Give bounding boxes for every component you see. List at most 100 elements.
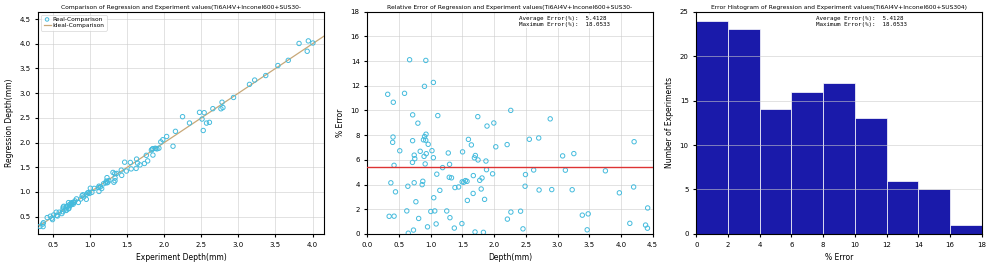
- Point: [470, 158, 486, 162]
- Real-Comparison: [45, 218, 60, 222]
- Real-Comparison: [280, 58, 296, 62]
- Point: [499, 143, 515, 147]
- Real-Comparison: [55, 210, 70, 214]
- Text: Average Error(%):  5.4128
Maximum Error(%):  18.0533: Average Error(%): 5.4128 Maximum Error(%…: [518, 16, 609, 27]
- Point: [415, 138, 431, 142]
- Point: [625, 185, 641, 189]
- Real-Comparison: [60, 201, 76, 205]
- Real-Comparison: [123, 167, 139, 171]
- Real-Comparison: [80, 191, 96, 195]
- Real-Comparison: [54, 211, 69, 216]
- Bar: [697, 21, 728, 234]
- Real-Comparison: [55, 204, 71, 209]
- Bar: [760, 109, 792, 234]
- Real-Comparison: [191, 110, 207, 115]
- Real-Comparison: [55, 207, 71, 211]
- Point: [581, 212, 597, 216]
- Point: [626, 140, 642, 144]
- Point: [425, 156, 441, 160]
- Real-Comparison: [226, 95, 242, 100]
- Point: [415, 179, 431, 183]
- Point: [598, 169, 613, 173]
- Point: [418, 132, 434, 136]
- Point: [404, 139, 420, 143]
- Point: [440, 151, 456, 155]
- Real-Comparison: [57, 206, 73, 210]
- Point: [430, 113, 446, 118]
- Real-Comparison: [174, 115, 190, 119]
- Point: [442, 162, 458, 166]
- X-axis label: Experiment Depth(mm): Experiment Depth(mm): [136, 253, 226, 262]
- Real-Comparison: [299, 49, 315, 53]
- Point: [398, 209, 414, 213]
- Real-Comparison: [80, 191, 96, 195]
- Bar: [728, 29, 760, 234]
- Real-Comparison: [100, 180, 116, 184]
- Bar: [919, 190, 950, 234]
- Real-Comparison: [40, 215, 55, 220]
- Point: [566, 151, 582, 156]
- Real-Comparison: [106, 180, 122, 184]
- Point: [476, 230, 492, 234]
- Point: [477, 197, 493, 202]
- Real-Comparison: [242, 82, 258, 87]
- Point: [517, 184, 533, 189]
- Real-Comparison: [145, 153, 161, 157]
- Point: [456, 180, 472, 184]
- Point: [622, 221, 638, 225]
- Real-Comparison: [140, 159, 156, 163]
- Real-Comparison: [101, 179, 117, 183]
- Point: [427, 209, 443, 213]
- Real-Comparison: [137, 161, 153, 166]
- Real-Comparison: [84, 190, 100, 194]
- Point: [503, 210, 519, 214]
- Real-Comparison: [43, 214, 58, 218]
- Point: [396, 91, 412, 96]
- Point: [544, 187, 560, 192]
- Real-Comparison: [60, 207, 76, 211]
- Point: [459, 179, 475, 183]
- Real-Comparison: [145, 147, 161, 151]
- Point: [420, 142, 436, 146]
- Real-Comparison: [86, 186, 102, 191]
- Point: [464, 143, 480, 147]
- Bar: [950, 225, 982, 234]
- Real-Comparison: [91, 185, 107, 190]
- Point: [432, 188, 448, 193]
- Real-Comparison: [72, 197, 88, 201]
- Real-Comparison: [92, 185, 108, 189]
- Title: Error Histogram of Regression and Experiment values(Ti6Al4V+Inconel600+SUS304): Error Histogram of Regression and Experi…: [711, 5, 967, 10]
- Real-Comparison: [145, 147, 161, 151]
- Point: [470, 115, 486, 119]
- Point: [418, 138, 434, 142]
- Real-Comparison: [159, 134, 174, 139]
- Real-Comparison: [75, 193, 91, 197]
- Real-Comparison: [98, 179, 114, 183]
- Point: [466, 174, 482, 178]
- Real-Comparison: [139, 153, 155, 158]
- Real-Comparison: [35, 222, 51, 226]
- Point: [517, 172, 533, 177]
- Real-Comparison: [215, 105, 231, 110]
- Point: [639, 226, 655, 230]
- Point: [531, 188, 547, 192]
- Point: [442, 215, 458, 220]
- Real-Comparison: [105, 170, 121, 175]
- Real-Comparison: [58, 204, 74, 209]
- Real-Comparison: [62, 203, 78, 208]
- Real-Comparison: [97, 181, 113, 185]
- Point: [387, 190, 403, 194]
- Real-Comparison: [67, 199, 83, 203]
- Point: [474, 187, 490, 191]
- Point: [637, 223, 653, 227]
- Real-Comparison: [153, 140, 168, 144]
- Real-Comparison: [291, 41, 307, 46]
- Point: [468, 153, 484, 158]
- Real-Comparison: [195, 128, 211, 133]
- Point: [454, 180, 470, 184]
- Real-Comparison: [49, 213, 64, 217]
- Point: [423, 209, 439, 214]
- Point: [405, 228, 421, 232]
- Point: [410, 216, 426, 221]
- Real-Comparison: [214, 100, 230, 104]
